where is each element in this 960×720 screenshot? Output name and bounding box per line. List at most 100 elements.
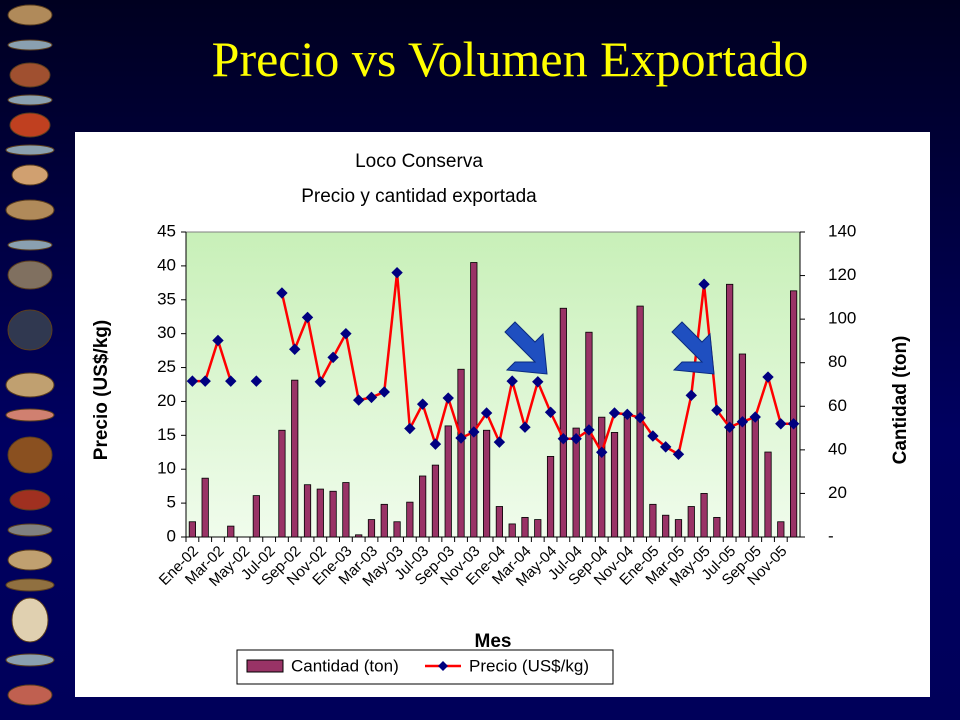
x-axis-label: Mes	[475, 631, 512, 652]
marker	[289, 343, 301, 355]
bar	[662, 514, 670, 538]
bar	[508, 523, 516, 538]
marker	[327, 351, 339, 364]
y-tick-label: 40	[157, 255, 176, 274]
y-tick-label: 20	[157, 391, 176, 410]
bar	[406, 501, 414, 538]
bar	[777, 521, 785, 538]
marker	[519, 421, 531, 433]
marker	[378, 386, 390, 398]
arrow	[671, 321, 715, 375]
marker	[404, 422, 416, 435]
bar	[738, 353, 747, 538]
y2-tick-label: 120	[828, 265, 856, 284]
bar	[444, 425, 452, 538]
marker	[276, 287, 288, 299]
marker	[493, 436, 506, 448]
bar	[278, 429, 286, 538]
marker	[672, 448, 685, 461]
marker	[314, 376, 327, 388]
y2-tick-label: -	[828, 526, 834, 545]
marker	[429, 438, 442, 450]
bar	[610, 432, 619, 538]
bar	[431, 464, 440, 538]
marker	[532, 376, 544, 388]
marker	[199, 375, 211, 387]
legend-marker	[438, 661, 448, 671]
marker	[762, 371, 774, 383]
bar	[687, 506, 695, 538]
bar	[227, 525, 235, 538]
y-tick-label: 35	[157, 289, 176, 308]
bar	[355, 534, 363, 538]
marker	[544, 406, 557, 418]
marker	[506, 375, 518, 387]
marker	[711, 404, 723, 416]
marker	[659, 441, 672, 453]
legend-swatch	[246, 659, 284, 673]
bar	[559, 307, 567, 538]
chart-subtitle: Precio y cantidad exportada	[301, 186, 537, 207]
y-tick-label: 45	[157, 221, 176, 240]
bar	[483, 429, 491, 538]
y-tick-label: 25	[157, 357, 176, 376]
slide-title: Precio vs Volumen Exportado	[211, 31, 809, 87]
bar	[713, 516, 721, 538]
y2-tick-label: 140	[828, 221, 856, 240]
marker	[647, 430, 659, 442]
bar	[726, 283, 734, 538]
y2-axis-label: Cantidad (ton)	[890, 336, 911, 465]
marker	[468, 426, 480, 438]
bar	[380, 503, 388, 538]
bar	[674, 519, 683, 538]
marker	[685, 389, 697, 402]
marker	[352, 394, 365, 406]
y2-tick-label: 80	[828, 352, 847, 371]
bar	[419, 475, 427, 538]
bar	[291, 379, 299, 538]
bar	[303, 484, 312, 538]
legend: Cantidad (ton) Precio (US$/kg)	[236, 649, 614, 685]
marker	[340, 327, 352, 340]
marker	[570, 433, 582, 445]
bar	[790, 290, 798, 538]
bar	[342, 482, 350, 538]
y-tick-label: 10	[157, 459, 176, 478]
y2-tick-label: 60	[828, 396, 847, 415]
bar	[329, 490, 337, 538]
y-tick-label: 30	[157, 323, 176, 342]
bar	[521, 516, 529, 538]
marker	[416, 398, 429, 410]
marker	[480, 407, 493, 419]
bar	[470, 262, 478, 538]
marker	[186, 375, 199, 387]
marker	[749, 411, 761, 423]
y2-tick-label: 100	[828, 309, 856, 328]
marker	[391, 266, 403, 279]
bar	[546, 455, 555, 538]
marker	[775, 418, 787, 430]
y-axis-label: Precio (US$/kg)	[91, 320, 112, 460]
marker	[455, 432, 467, 444]
y2-tick-label: 20	[828, 483, 847, 502]
bar	[495, 506, 503, 538]
marker	[557, 433, 570, 445]
bar	[572, 427, 580, 538]
marker	[698, 278, 710, 290]
marker	[736, 416, 749, 428]
bar	[188, 521, 196, 538]
marker	[442, 392, 454, 404]
creature-strip	[5, 4, 55, 706]
y2-tick-label: 40	[828, 439, 847, 458]
bar	[623, 416, 631, 538]
marker	[787, 418, 800, 430]
bar	[316, 488, 324, 538]
plot-area	[185, 231, 801, 538]
bar	[700, 493, 708, 538]
bar	[598, 416, 606, 538]
bar	[534, 519, 542, 538]
bar	[764, 451, 772, 538]
marker	[301, 311, 314, 324]
bar	[252, 495, 260, 538]
